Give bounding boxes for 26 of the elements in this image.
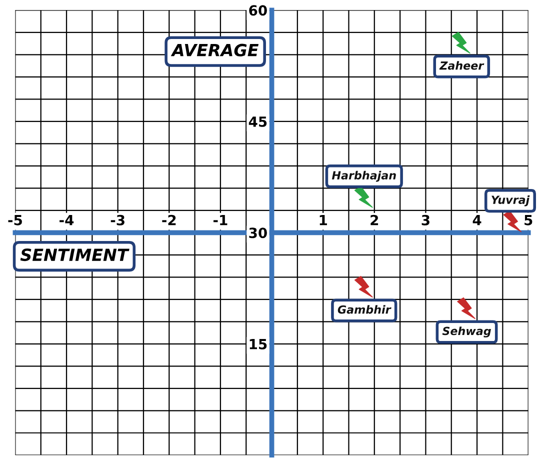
x-tick-label: -3 — [110, 214, 124, 226]
y-tick-label: 30 — [249, 228, 267, 238]
x-tick-label: 1 — [320, 215, 327, 226]
x-axis-title: SENTIMENT — [20, 248, 130, 262]
series-label: Zaheer — [439, 61, 484, 70]
series-label: Yuvraj — [492, 195, 530, 206]
point — [457, 297, 476, 319]
y-tick-label: 60 — [249, 5, 267, 16]
x-tick-label: 4 — [472, 215, 482, 226]
y-tick-label: 15 — [250, 339, 267, 350]
series-label: Sehwag — [442, 326, 491, 338]
point — [503, 210, 522, 232]
x-tick-label: 5 — [524, 215, 532, 226]
point — [354, 276, 373, 298]
x-tick-label: -2 — [162, 214, 176, 226]
y-tick-label: 45 — [248, 116, 267, 127]
x-tick-label: 2 — [370, 214, 378, 226]
y-axis-title: AVERAGE — [170, 44, 259, 56]
x-tick-label: -5 — [8, 215, 22, 226]
point — [354, 186, 373, 208]
x-tick-label: 3 — [422, 214, 430, 226]
series-label: Gambhir — [338, 305, 392, 314]
series-label: Harbhajan — [332, 170, 396, 182]
x-tick-label: -1 — [213, 215, 228, 226]
point — [452, 32, 470, 54]
x-tick-label: -4 — [60, 215, 74, 226]
